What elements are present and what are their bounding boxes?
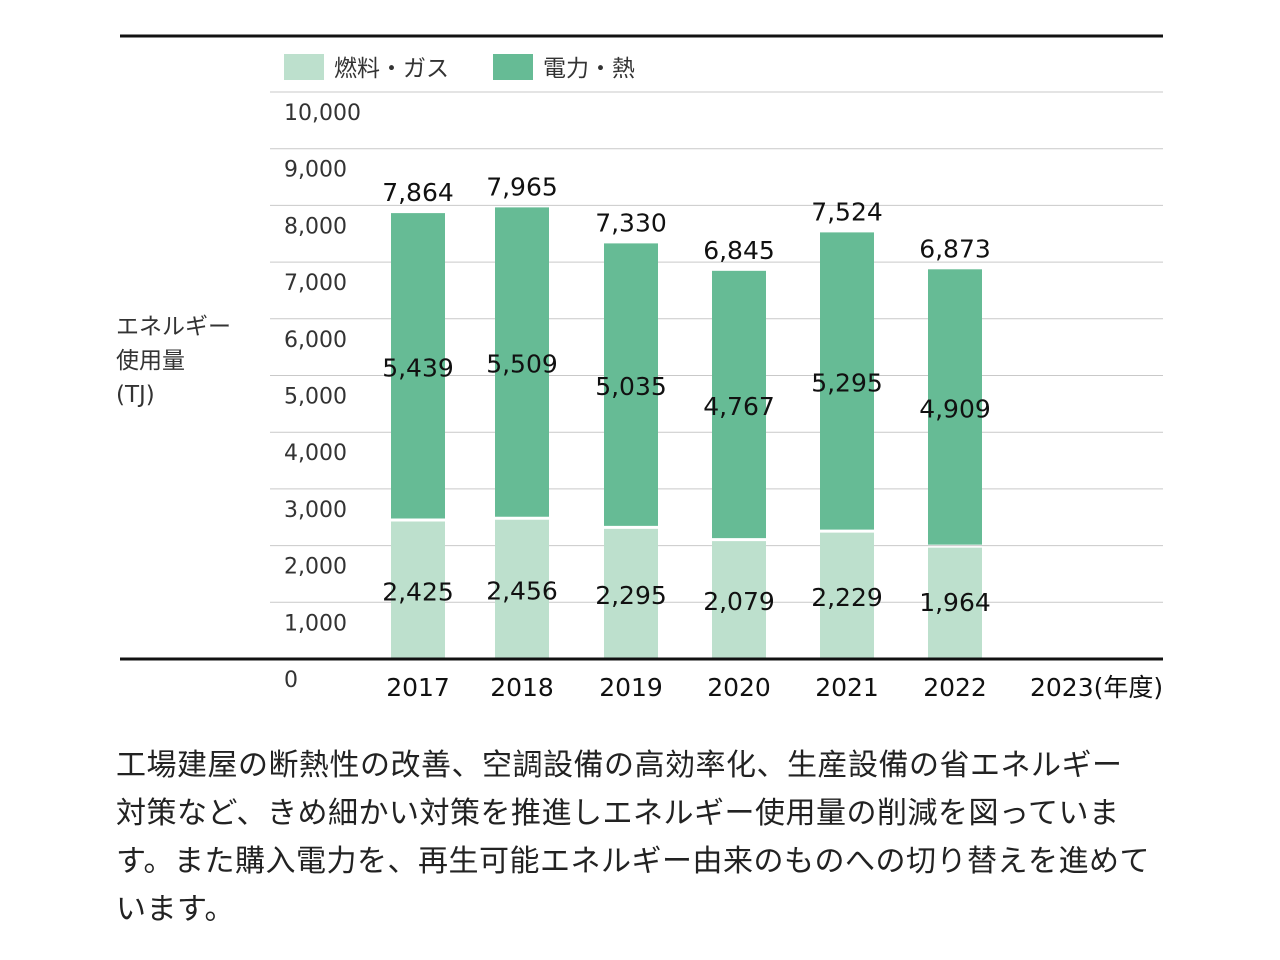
x-tick-label: 2020 — [707, 673, 771, 702]
bar-segment-electricity-heat — [712, 270, 766, 539]
x-tick-label: 2021 — [815, 673, 879, 702]
legend-swatch — [284, 54, 324, 80]
data-label-total: 7,965 — [486, 172, 558, 201]
y-axis-ticks: 0 1,000 2,000 3,000 4,000 5,000 6,000 7,000 8,00… — [284, 101, 361, 693]
caption-line: います。 — [116, 892, 235, 927]
y-axis-label-line: エネルギー — [116, 314, 231, 340]
x-tick-label: 2018 — [490, 673, 554, 702]
data-label-electricity-heat: 5,295 — [811, 369, 883, 398]
data-label-electricity-heat: 5,035 — [595, 372, 667, 401]
y-tick-label: 0 — [284, 668, 298, 693]
data-label-total: 6,873 — [919, 234, 991, 263]
y-tick-label: 5,000 — [284, 385, 347, 410]
caption-line: す。また購入電力を、再生可能エネルギー由来のものへの切り替えを進めて — [116, 844, 1150, 879]
data-label-fuel-gas: 1,964 — [919, 588, 991, 617]
x-tick-label: 2019 — [599, 673, 663, 702]
y-tick-label: 2,000 — [284, 555, 347, 580]
data-label-total: 7,524 — [811, 197, 883, 226]
data-label-fuel-gas: 2,079 — [703, 587, 775, 616]
data-label-total: 7,330 — [595, 208, 667, 237]
bar-segment-fuel-gas — [495, 519, 549, 659]
y-tick-label: 1,000 — [284, 611, 347, 636]
y-axis-label: エネルギー使用量 (TJ) — [116, 314, 231, 408]
x-tick-label: 2017 — [386, 673, 450, 702]
y-tick-label: 4,000 — [284, 441, 347, 466]
bar-segment-electricity-heat — [820, 232, 874, 530]
x-axis-ticks: 2017 2018 2019 2020 2021 2022 2023(年度) — [386, 673, 1163, 702]
data-label-fuel-gas: 2,295 — [595, 581, 667, 610]
bar-segment-fuel-gas — [604, 528, 658, 659]
data-label-fuel-gas: 2,456 — [486, 576, 558, 605]
y-axis-label-line: 使用量 — [116, 348, 185, 374]
legend: 燃料・ガス 電力・熱 — [284, 54, 635, 82]
y-tick-label: 8,000 — [284, 214, 347, 239]
legend-swatch — [493, 54, 533, 80]
bar-segment-electricity-heat — [928, 269, 982, 545]
data-label-fuel-gas: 2,229 — [811, 583, 883, 612]
data-label-total: 6,845 — [703, 236, 775, 265]
legend-label: 電力・熱 — [543, 56, 635, 82]
data-label-electricity-heat: 4,767 — [703, 392, 775, 421]
y-tick-label: 3,000 — [284, 498, 347, 523]
bar-segment-electricity-heat — [495, 207, 549, 517]
bar-segment-fuel-gas — [712, 541, 766, 659]
x-tick-label: 2022 — [923, 673, 987, 702]
data-label-fuel-gas: 2,425 — [382, 577, 454, 606]
bar-segment-fuel-gas — [820, 532, 874, 659]
bar-segment-electricity-heat — [604, 243, 658, 526]
y-tick-label: 9,000 — [284, 158, 347, 183]
y-tick-label: 10,000 — [284, 101, 361, 126]
x-tick-label: 2023(年度) — [1030, 673, 1163, 702]
y-axis-label-line: (TJ) — [116, 382, 155, 408]
bar-segment-fuel-gas — [928, 547, 982, 659]
data-label-electricity-heat: 4,909 — [919, 394, 991, 423]
energy-usage-chart: 0 1,000 2,000 3,000 4,000 5,000 6,000 7,000 8,00… — [116, 34, 1163, 702]
data-label-electricity-heat: 5,439 — [382, 353, 454, 382]
caption-line: 対策など、きめ細かい対策を推進しエネルギー使用量の削減を図っていま — [116, 796, 1120, 831]
data-labels: 2,425 5,439 7,864 2,456 5,509 7,965 2,295 5,035… — [382, 172, 991, 617]
bars — [391, 207, 982, 659]
legend-label: 燃料・ガス — [334, 56, 449, 82]
data-label-electricity-heat: 5,509 — [486, 350, 558, 379]
data-label-total: 7,864 — [382, 178, 454, 207]
caption: 工場建屋の断熱性の改善、空調設備の高効率化、生産設備の省エネルギー 対策など、き… — [116, 742, 1176, 934]
bar-segment-fuel-gas — [391, 521, 445, 659]
y-tick-label: 7,000 — [284, 271, 347, 296]
caption-line: 工場建屋の断熱性の改善、空調設備の高効率化、生産設備の省エネルギー — [116, 748, 1123, 783]
bar-segment-electricity-heat — [391, 213, 445, 519]
y-tick-label: 6,000 — [284, 328, 347, 353]
